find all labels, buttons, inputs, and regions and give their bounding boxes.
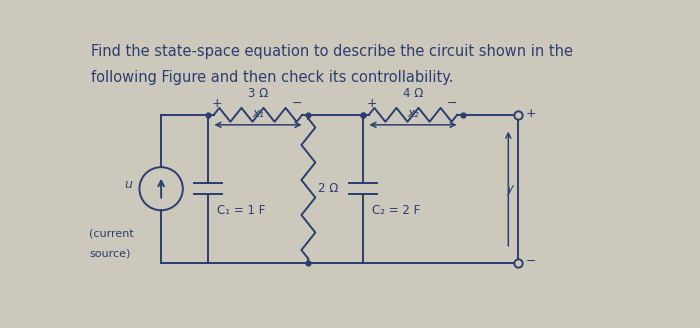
Text: −: −: [526, 255, 536, 268]
Text: following Figure and then check its controllability.: following Figure and then check its cont…: [92, 70, 454, 85]
Text: +: +: [526, 107, 536, 120]
Text: u: u: [125, 178, 132, 192]
Text: +: +: [367, 97, 377, 110]
Text: −: −: [292, 97, 302, 110]
Text: 2 Ω: 2 Ω: [318, 182, 338, 195]
Text: (current: (current: [89, 229, 134, 239]
Text: 4 Ω: 4 Ω: [402, 87, 423, 100]
Text: C₁ = 1 F: C₁ = 1 F: [217, 204, 265, 217]
Text: Find the state-space equation to describe the circuit shown in the: Find the state-space equation to describ…: [92, 44, 573, 59]
Text: +: +: [211, 97, 222, 110]
Text: x₂: x₂: [407, 107, 419, 120]
Text: x₁: x₁: [252, 107, 264, 120]
Text: C₂ = 2 F: C₂ = 2 F: [372, 204, 420, 217]
Text: 3 Ω: 3 Ω: [248, 87, 268, 100]
Text: y: y: [507, 182, 514, 195]
Text: −: −: [447, 97, 457, 110]
Text: source): source): [89, 249, 130, 259]
